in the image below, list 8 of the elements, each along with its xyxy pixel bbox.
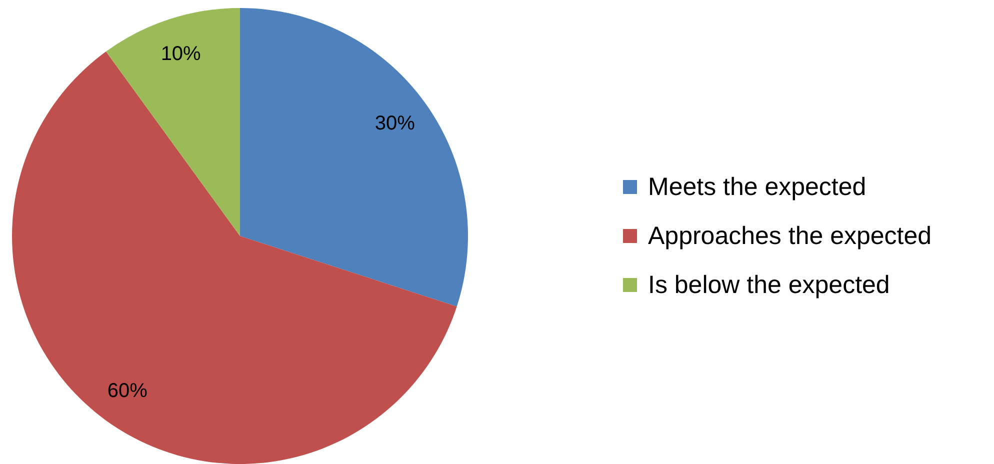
pie-slice xyxy=(240,8,468,306)
data-label: 10% xyxy=(160,42,202,65)
legend-label: Is below the expected xyxy=(648,271,890,299)
legend-label: Approaches the expected xyxy=(648,222,932,250)
legend-label: Meets the expected xyxy=(648,173,866,201)
pie-slice xyxy=(106,8,240,236)
data-label: 60% xyxy=(107,380,148,402)
data-label: 30% xyxy=(374,112,416,134)
